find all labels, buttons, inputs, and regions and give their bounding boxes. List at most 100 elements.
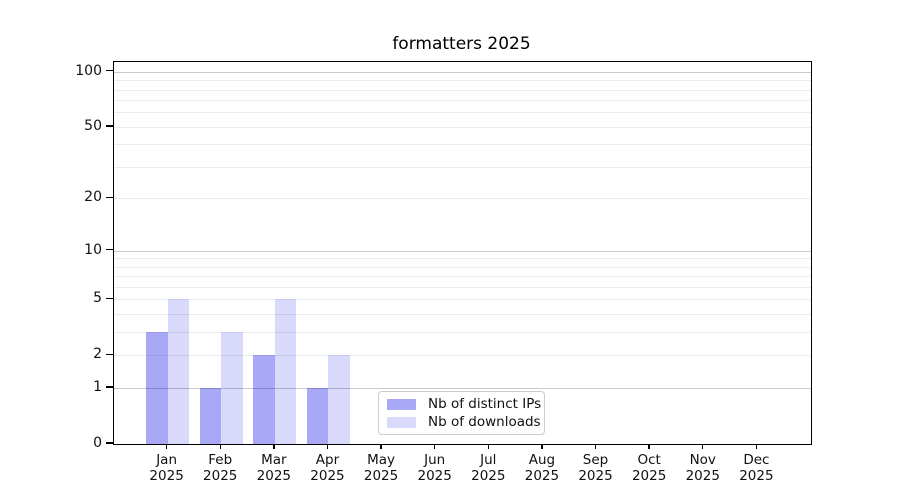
x-tick-year: 2025	[578, 468, 613, 484]
x-tick-year: 2025	[685, 468, 720, 484]
x-tick-month: Jun	[424, 452, 446, 468]
x-tick-mark	[755, 444, 758, 450]
y-tick-mark	[106, 386, 113, 388]
bar-downloads	[221, 332, 243, 444]
legend-swatch-downloads	[387, 416, 416, 428]
x-tick-year: 2025	[631, 468, 667, 484]
x-tick-label: Mar 2025	[239, 452, 309, 484]
x-tick-year: 2025	[203, 468, 238, 484]
y-tick-mark	[106, 196, 113, 199]
y-tick-label: 2	[93, 346, 102, 363]
x-tick-year: 2025	[149, 468, 184, 484]
x-tick-label: Aug 2025	[507, 452, 577, 484]
gridline-minor	[114, 287, 811, 289]
x-tick-mark	[487, 444, 489, 450]
gridline-minor	[114, 258, 811, 260]
legend-row-distinct-ips: Nb of distinct IPs	[387, 396, 541, 412]
gridline-minor	[114, 266, 811, 268]
y-tick-mark	[106, 125, 113, 127]
bar-distinct-ips	[146, 332, 168, 444]
gridline-minor	[114, 112, 811, 114]
x-tick-year: 2025	[471, 468, 506, 484]
gridline-minor	[114, 144, 811, 146]
legend-label-downloads: Nb of downloads	[428, 414, 541, 430]
y-tick-label: 100	[75, 62, 102, 79]
gridline-major	[114, 250, 811, 252]
y-tick-label: 0	[93, 435, 102, 451]
x-tick-month: Sep	[582, 452, 609, 468]
bar-downloads	[328, 355, 350, 444]
x-tick-month: Feb	[208, 452, 233, 468]
bar-distinct-ips	[199, 388, 222, 444]
legend-row-downloads: Nb of downloads	[387, 414, 541, 430]
x-tick-month: Jul	[480, 452, 497, 468]
gridline-minor	[114, 314, 811, 316]
x-tick-month: May	[367, 452, 396, 468]
x-tick-month: Dec	[743, 452, 770, 468]
x-tick-label: Nov 2025	[668, 452, 738, 484]
bar-downloads	[167, 299, 190, 444]
legend: Nb of distinct IPs Nb of downloads	[378, 391, 545, 435]
gridline-minor	[114, 332, 811, 334]
y-tick-mark	[106, 248, 113, 251]
x-tick-month: Aug	[528, 452, 556, 468]
x-tick-mark	[273, 444, 275, 450]
gridline-minor	[114, 299, 811, 301]
x-tick-year: 2025	[256, 468, 292, 484]
x-tick-mark	[219, 444, 221, 450]
gridline-minor	[114, 167, 811, 169]
gridline-minor	[114, 198, 811, 200]
gridline-minor	[114, 80, 811, 82]
y-tick-mark	[106, 297, 113, 300]
y-tick-label: 10	[84, 241, 102, 258]
x-tick-year: 2025	[363, 468, 399, 484]
x-tick-label: Feb 2025	[185, 452, 255, 484]
x-tick-mark	[541, 444, 543, 450]
x-tick-month: Jan	[156, 452, 178, 468]
x-tick-mark	[702, 444, 704, 450]
x-tick-month: Apr	[315, 452, 340, 468]
gridline-major	[114, 71, 811, 73]
gridline-major	[114, 388, 811, 390]
legend-label-distinct-ips: Nb of distinct IPs	[428, 396, 542, 412]
gridline-minor	[114, 276, 811, 278]
bar-distinct-ips	[253, 355, 275, 444]
y-tick-label: 1	[93, 379, 102, 396]
gridline-minor	[114, 126, 811, 128]
y-tick-label: 20	[84, 189, 102, 206]
gridline-minor	[114, 89, 811, 91]
x-tick-label: Jun 2025	[400, 452, 470, 484]
x-tick-mark	[433, 444, 436, 450]
y-tick-mark	[106, 442, 113, 444]
bar-downloads	[274, 299, 297, 444]
x-tick-label: Oct 2025	[614, 452, 684, 484]
chart-title: formatters 2025	[392, 34, 531, 54]
gridline-minor	[114, 100, 811, 102]
x-tick-mark	[648, 444, 650, 450]
x-tick-year: 2025	[739, 468, 774, 484]
x-tick-mark	[165, 444, 168, 450]
y-tick-label: 50	[84, 117, 102, 134]
y-tick-label: 5	[93, 290, 102, 307]
x-tick-year: 2025	[417, 468, 452, 484]
x-tick-label: Jan 2025	[132, 452, 202, 484]
x-tick-label: Apr 2025	[292, 452, 362, 484]
x-tick-mark	[326, 444, 329, 450]
x-tick-label: Jul 2025	[453, 452, 523, 484]
x-tick-label: Dec 2025	[721, 452, 791, 484]
x-tick-mark	[594, 444, 597, 450]
x-tick-year: 2025	[524, 468, 560, 484]
gridline-minor	[114, 355, 811, 357]
y-tick-mark	[106, 70, 113, 72]
y-tick-mark	[106, 353, 113, 356]
x-tick-label: May 2025	[346, 452, 416, 484]
x-tick-month: Mar	[261, 452, 287, 468]
plot-area	[113, 61, 812, 445]
legend-swatch-distinct-ips	[387, 398, 416, 410]
x-tick-month: Nov	[689, 452, 716, 468]
x-tick-mark	[380, 444, 382, 450]
x-tick-month: Oct	[637, 452, 661, 468]
x-tick-year: 2025	[310, 468, 345, 484]
x-tick-label: Sep 2025	[561, 452, 631, 484]
